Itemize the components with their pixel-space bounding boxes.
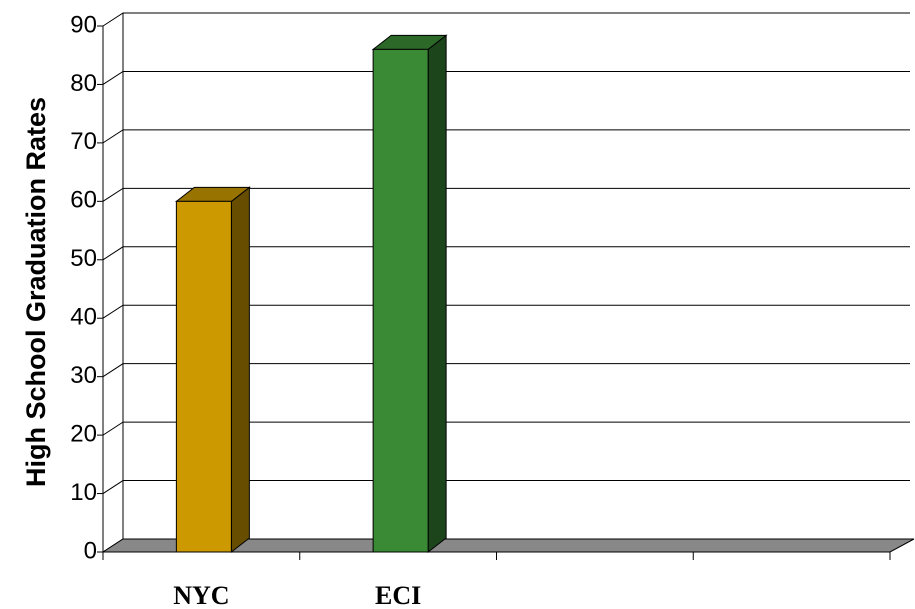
grid-line: [102, 129, 910, 144]
grid-line: [102, 246, 910, 261]
y-tick-label: 40: [70, 304, 97, 331]
bar: [372, 48, 429, 553]
y-tick-label: 80: [70, 70, 97, 97]
bar-side: [427, 34, 447, 554]
y-axis-title: High School Graduation Rates: [21, 97, 51, 487]
x-tick-label: NYC: [173, 581, 229, 609]
y-tick-label: 30: [70, 362, 97, 389]
y-tick-label: 50: [70, 245, 97, 272]
grid-line: [102, 304, 910, 319]
grid-line: [102, 421, 910, 436]
bar-side: [230, 186, 250, 554]
grid-line: [102, 187, 910, 202]
y-tick-label: 90: [70, 11, 97, 38]
bar: [175, 200, 232, 553]
grid-line: [102, 480, 910, 494]
x-tick-label: ECI: [375, 581, 421, 609]
grid-line: [102, 12, 910, 27]
y-tick-label: 0: [84, 537, 97, 564]
grid-line: [102, 363, 910, 378]
grid-line: [102, 70, 910, 85]
y-tick-label: 60: [70, 187, 97, 214]
y-tick-label: 70: [70, 128, 97, 155]
y-tick-label: 20: [70, 420, 97, 447]
y-tick-label: 10: [70, 479, 97, 506]
